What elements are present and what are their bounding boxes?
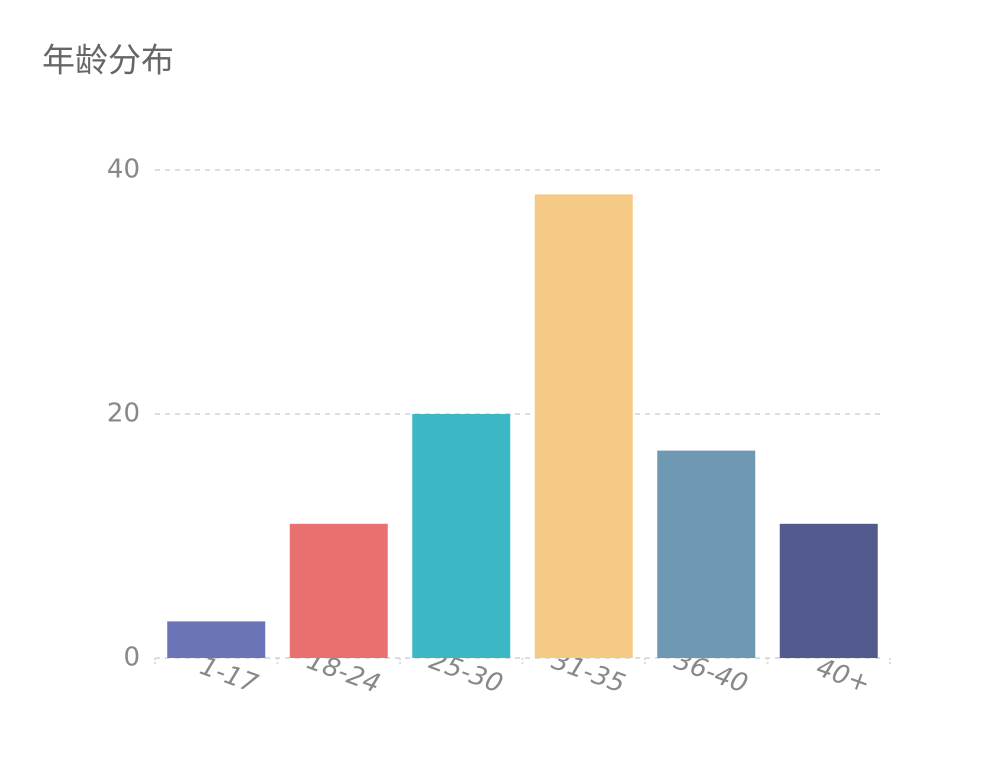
x-tick-label: 1-17 [196, 651, 262, 700]
bar [289, 523, 388, 658]
chart-title: 年龄分布 [42, 41, 174, 80]
bar [167, 621, 266, 658]
x-tick-label: 40+ [812, 653, 874, 700]
bar [657, 450, 756, 658]
y-tick-label: 40 [107, 155, 140, 185]
y-tick-label: 0 [123, 643, 140, 673]
bar [779, 523, 878, 658]
bar [412, 414, 511, 658]
y-tick-label: 20 [107, 399, 140, 429]
bar [534, 194, 633, 658]
